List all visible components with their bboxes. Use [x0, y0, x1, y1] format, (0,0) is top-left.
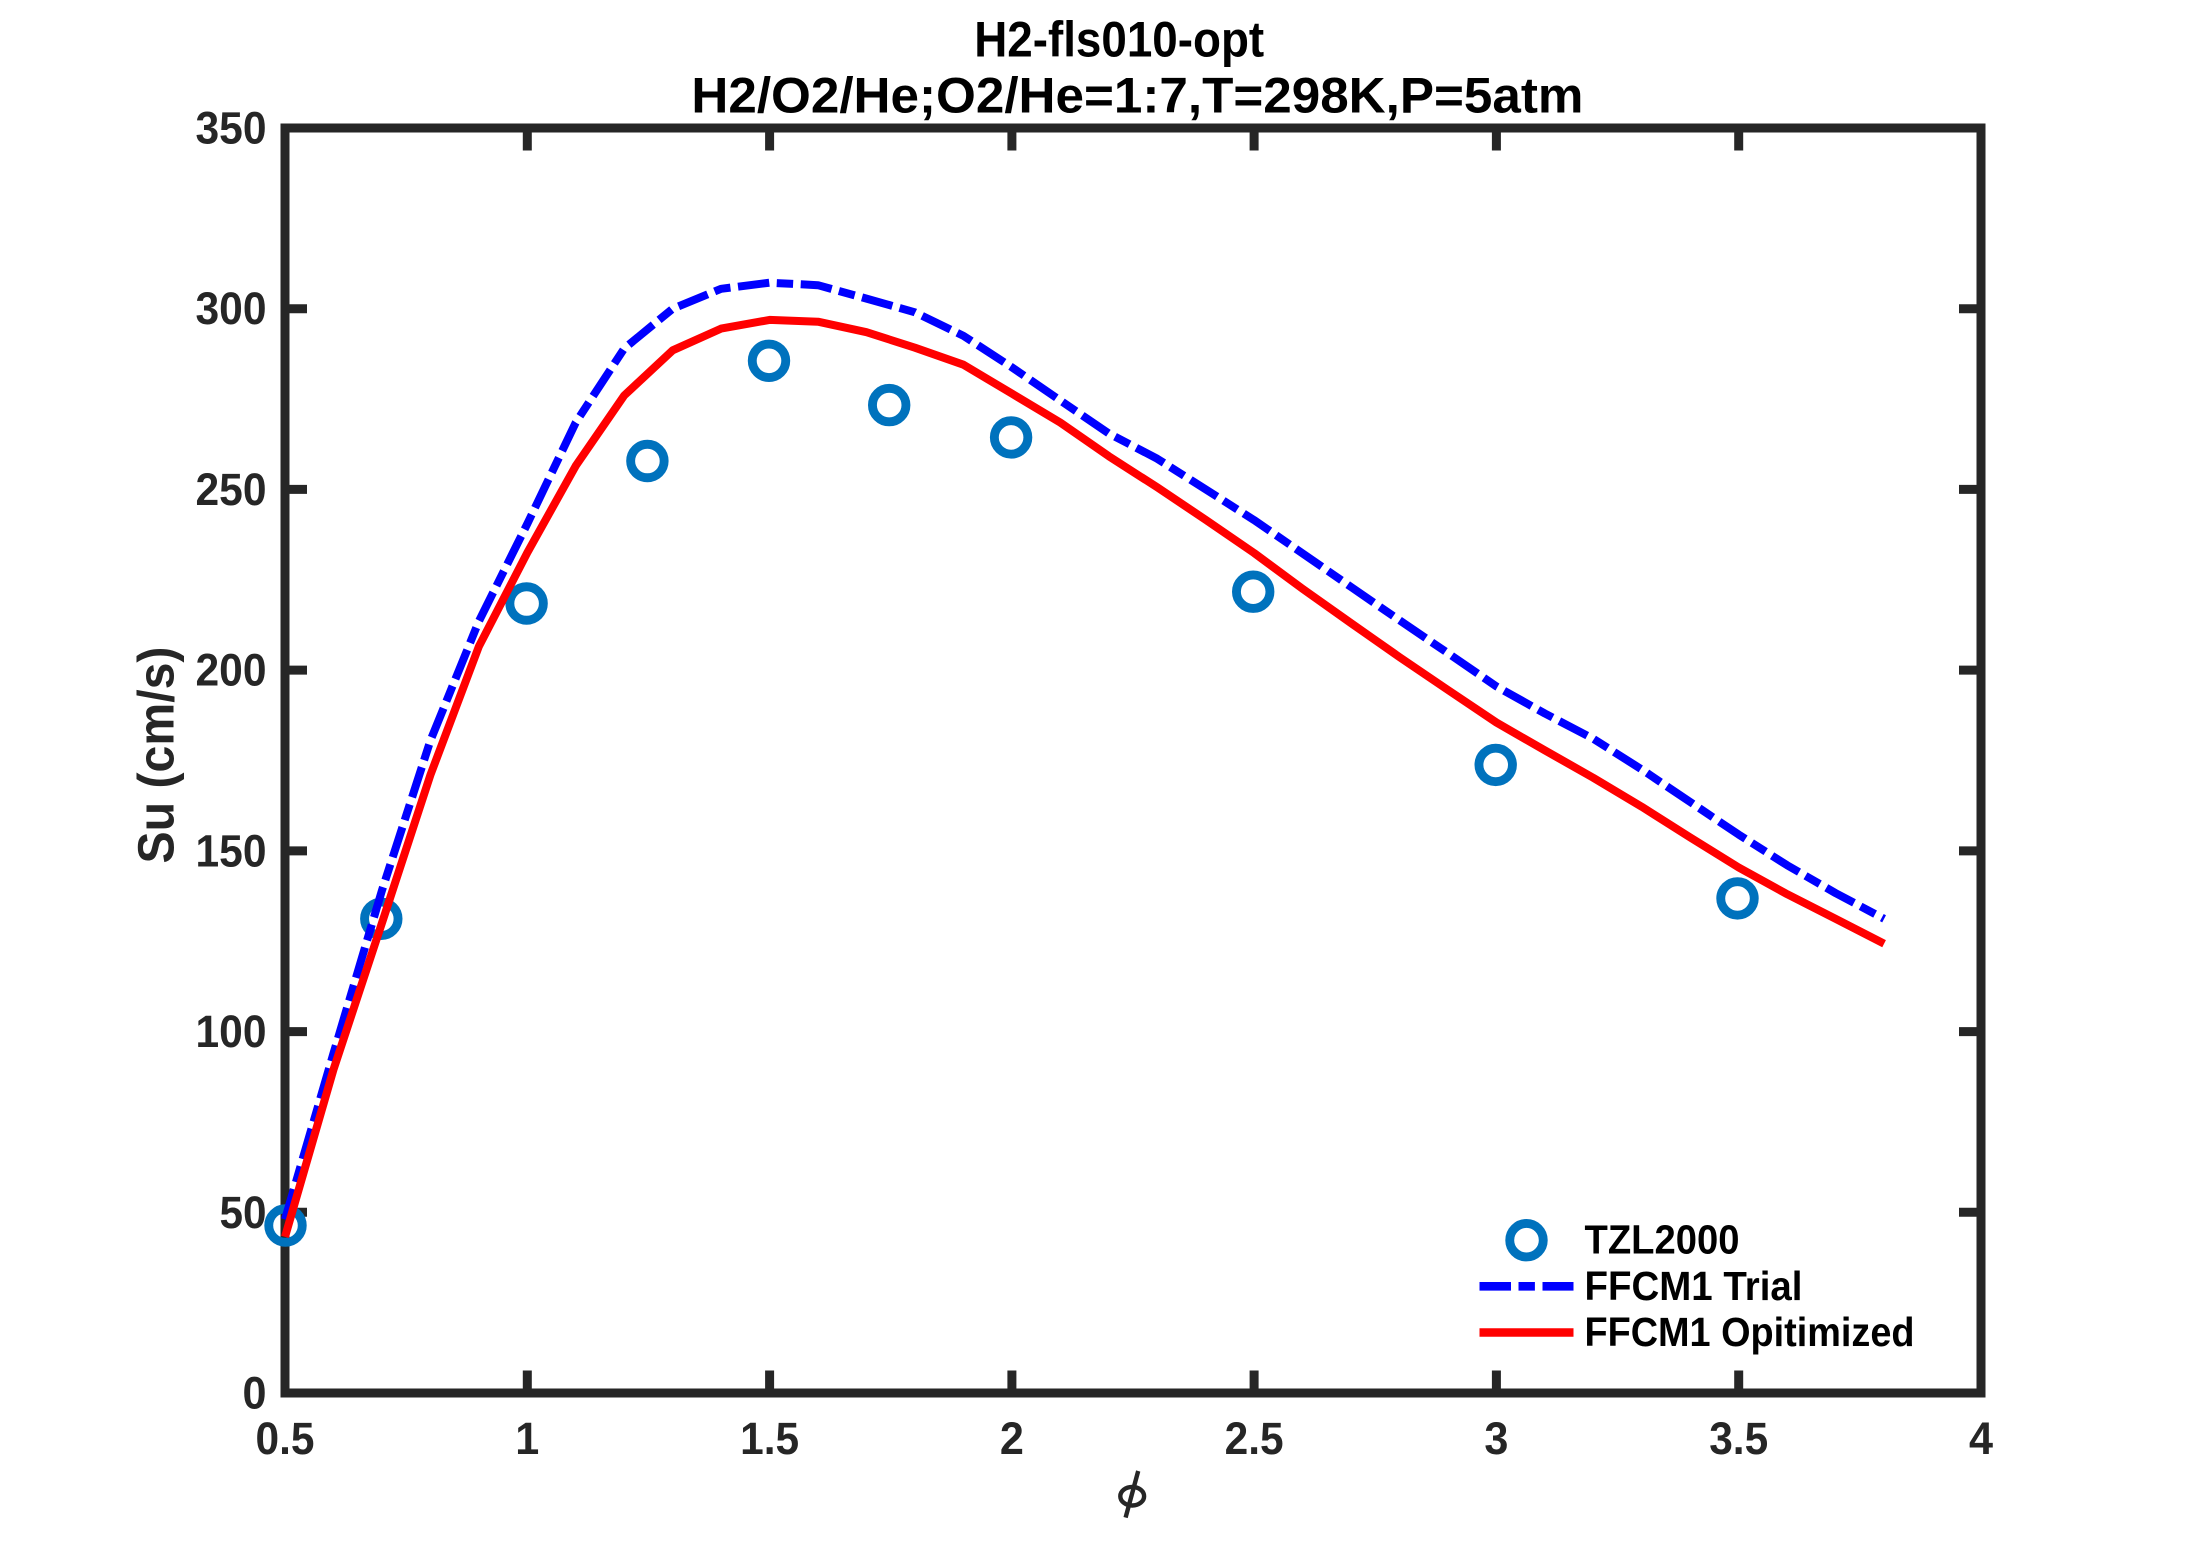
svg-text:350: 350 [196, 103, 267, 154]
svg-text:FFCM1 Opitimized: FFCM1 Opitimized [1585, 1309, 1915, 1355]
svg-text:250: 250 [196, 464, 267, 515]
svg-text:3: 3 [1484, 1413, 1508, 1464]
svg-text:4: 4 [1969, 1413, 1993, 1464]
svg-text:TZL2000: TZL2000 [1585, 1217, 1740, 1263]
svg-text:3.5: 3.5 [1709, 1413, 1768, 1464]
svg-text:0.5: 0.5 [256, 1413, 315, 1464]
svg-text:FFCM1 Trial: FFCM1 Trial [1585, 1263, 1803, 1309]
svg-text:100: 100 [196, 1006, 267, 1057]
svg-text:200: 200 [196, 645, 267, 696]
svg-text:1.5: 1.5 [740, 1413, 799, 1464]
svg-text:H2-fls010-opt: H2-fls010-opt [974, 12, 1264, 68]
svg-text:1: 1 [515, 1413, 539, 1464]
svg-text:50: 50 [220, 1187, 267, 1238]
svg-text:2.5: 2.5 [1225, 1413, 1284, 1464]
svg-text:H2/O2/He;O2/He=1:7,T=298K,P=5a: H2/O2/He;O2/He=1:7,T=298K,P=5atm [691, 68, 1583, 124]
svg-text:0: 0 [243, 1368, 267, 1419]
svg-text:150: 150 [196, 825, 267, 876]
svg-text:2: 2 [1000, 1413, 1024, 1464]
svg-text:300: 300 [196, 283, 267, 334]
svg-text:Su (cm/s): Su (cm/s) [128, 647, 185, 864]
